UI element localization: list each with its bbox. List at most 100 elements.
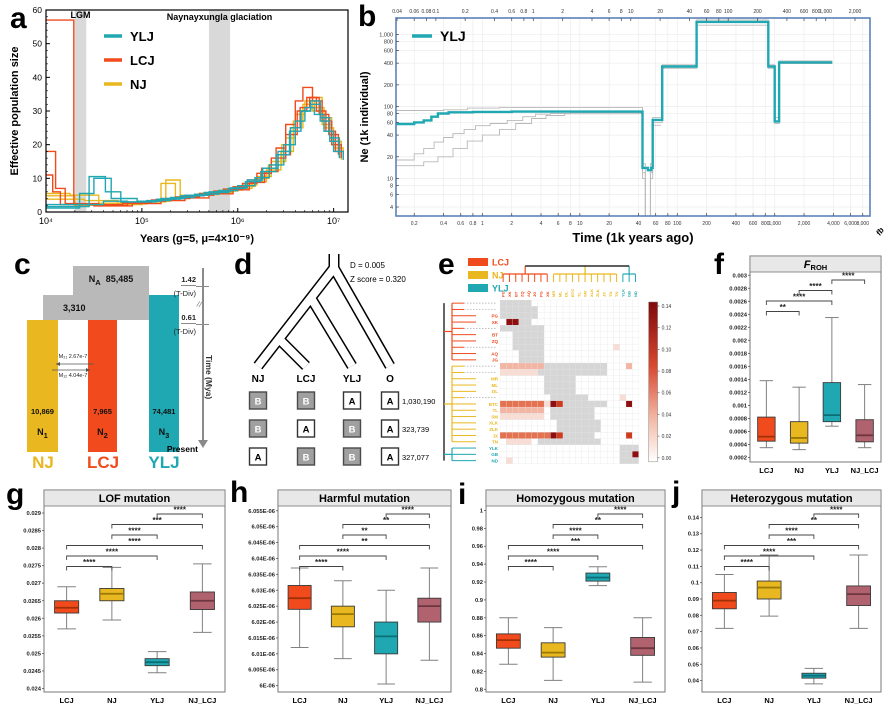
panel-harmful-boxplot: h Harmful mutation 6.055E-06 6.05E-06 6.045… xyxy=(230,478,456,712)
svg-text:LCJ: LCJ xyxy=(501,696,515,705)
svg-text:**: ** xyxy=(361,537,368,546)
svg-text:0.0002: 0.0002 xyxy=(729,455,747,461)
svg-text:0.00: 0.00 xyxy=(662,456,672,462)
svg-text:20: 20 xyxy=(387,155,393,161)
svg-text:A: A xyxy=(349,397,356,408)
svg-text:0.07: 0.07 xyxy=(688,630,699,636)
ylj-population-name: YLJ xyxy=(148,453,180,472)
svg-text:FROH: FROH xyxy=(804,259,827,272)
svg-text:****: **** xyxy=(741,558,754,567)
svg-text:Ne (1k individual): Ne (1k individual) xyxy=(359,71,371,162)
svg-text:0.04: 0.04 xyxy=(392,9,402,15)
svg-text:YLJ: YLJ xyxy=(130,29,154,44)
svg-text:6: 6 xyxy=(557,221,560,227)
svg-text:400: 400 xyxy=(384,61,393,67)
svg-text:0.14: 0.14 xyxy=(662,304,672,310)
svg-text:****: **** xyxy=(337,548,350,557)
lcj-population-name: LCJ xyxy=(86,453,120,472)
svg-text:YLJ: YLJ xyxy=(807,696,821,705)
panel-dstat-tree: d D = 0.005 Z score = 0.320 NJ LCJ YLJ O B B A A 1… xyxy=(230,250,438,482)
svg-text:10⁷: 10⁷ xyxy=(327,216,340,226)
svg-text:NJ: NJ xyxy=(338,696,348,705)
panel-lof-boxplot: g LOF mutation 0.029 0.0285 0.028 0.0275 0.02… xyxy=(6,480,230,712)
svg-text:0.4: 0.4 xyxy=(491,9,498,15)
svg-text:100: 100 xyxy=(384,104,393,110)
svg-text:DL: DL xyxy=(492,389,498,394)
svg-text:0.0008: 0.0008 xyxy=(729,416,748,422)
svg-text:10: 10 xyxy=(628,9,634,15)
svg-text:TL: TL xyxy=(493,408,499,413)
svg-text:100: 100 xyxy=(673,221,682,227)
svg-text:****: **** xyxy=(793,293,806,302)
svg-text:YLJ: YLJ xyxy=(825,466,839,475)
intermediate-population-box: 3,310 xyxy=(43,295,149,320)
svg-text:40: 40 xyxy=(387,133,393,139)
svg-text:20: 20 xyxy=(606,221,612,227)
svg-text:60: 60 xyxy=(704,9,710,15)
svg-text:6.03E-06: 6.03E-06 xyxy=(251,588,275,594)
svg-text:D = 0.005: D = 0.005 xyxy=(350,261,385,270)
panel-heterozygous-boxplot: j Heterozygous mutation 0.14 0.13 0.12 0.11 0… xyxy=(672,478,886,712)
time-axis-line xyxy=(202,268,204,442)
panel-letter-e: e xyxy=(438,248,455,281)
svg-text:40: 40 xyxy=(33,72,43,82)
svg-text:A: A xyxy=(303,425,310,436)
svg-text:****: **** xyxy=(174,506,187,515)
svg-text:****: **** xyxy=(830,506,843,515)
svg-text:B: B xyxy=(255,397,262,408)
svg-text:327,077: 327,077 xyxy=(402,453,429,462)
svg-text:4: 4 xyxy=(540,221,543,227)
svg-text:200: 200 xyxy=(753,9,762,15)
svg-text:****: **** xyxy=(763,548,776,557)
ylj-population-size: 74,481 xyxy=(152,407,176,416)
svg-text:0.0014: 0.0014 xyxy=(729,377,748,383)
svg-text:O: O xyxy=(386,374,394,385)
svg-text:0.0006: 0.0006 xyxy=(729,429,748,435)
svg-text:6: 6 xyxy=(390,192,393,198)
svg-text:Homozygous mutation: Homozygous mutation xyxy=(516,493,635,505)
svg-text:****: **** xyxy=(809,282,822,291)
svg-text:LCJ: LCJ xyxy=(297,374,316,385)
svg-text:ND: ND xyxy=(492,458,499,463)
tdiv1-value: 1.42 xyxy=(181,275,196,286)
svg-text:**: ** xyxy=(811,516,818,525)
panel-letter-a: a xyxy=(10,2,27,35)
svg-text:0.024: 0.024 xyxy=(26,686,41,692)
svg-text:0.0012: 0.0012 xyxy=(729,390,747,396)
svg-text:6.015E-06: 6.015E-06 xyxy=(248,636,276,642)
svg-text:10: 10 xyxy=(387,176,393,182)
svg-text:0.0024: 0.0024 xyxy=(729,312,748,318)
svg-text:****: **** xyxy=(614,506,627,515)
svg-text:0: 0 xyxy=(37,207,42,217)
svg-text:10⁵: 10⁵ xyxy=(135,216,149,226)
svg-text:6E-06: 6E-06 xyxy=(260,684,276,690)
svg-text:40: 40 xyxy=(636,221,642,227)
svg-text:NJ: NJ xyxy=(548,696,558,705)
migration-rates: M₂₁ 2.67e-7 M₁₂ 4.04e-7 xyxy=(48,354,98,379)
panel-homozygous-boxplot: i Homozygous mutation 1 0.98 0.96 0.94 0.92 0.… xyxy=(458,480,670,712)
legend-swatch-ylj xyxy=(468,284,488,292)
svg-text:800: 800 xyxy=(761,221,770,227)
svg-text:10⁶: 10⁶ xyxy=(231,216,245,226)
nj-n-label: N1 xyxy=(37,427,48,440)
panel-stairway: b 4 6 8 10 20 40 60 80 100 200 400 600 800 1,000 0.04 0… xyxy=(358,2,886,248)
svg-text:**: ** xyxy=(595,516,602,525)
svg-text:JX: JX xyxy=(601,292,606,297)
svg-text:B: B xyxy=(349,425,356,436)
svg-text:B: B xyxy=(303,453,310,464)
svg-text:6.04E-06: 6.04E-06 xyxy=(251,556,275,562)
psmc-chart: LGM Naynayxungla glaciation 0 10 20 30 40 50 60 1… xyxy=(9,5,349,245)
svg-text:0.1: 0.1 xyxy=(432,9,439,15)
svg-text:ML: ML xyxy=(557,291,562,297)
svg-text:6.02E-06: 6.02E-06 xyxy=(251,620,275,626)
svg-text:0.027: 0.027 xyxy=(26,581,41,587)
svg-text:1,000: 1,000 xyxy=(819,9,832,15)
svg-text:AQ: AQ xyxy=(491,351,498,356)
froh-boxplot-chart: FROH 0.003 0.0028 0.0026 0.0024 0.0022 0.002 0.… xyxy=(729,255,882,475)
svg-text:***: *** xyxy=(787,537,797,546)
svg-text:0.08: 0.08 xyxy=(422,9,432,15)
svg-text:XLK: XLK xyxy=(489,421,499,426)
svg-text:Years (g=5, μ=4×10⁻⁹): Years (g=5, μ=4×10⁻⁹) xyxy=(140,233,254,245)
tdiv2-value: 0.61 xyxy=(181,313,196,324)
svg-text:0.12: 0.12 xyxy=(662,326,672,332)
